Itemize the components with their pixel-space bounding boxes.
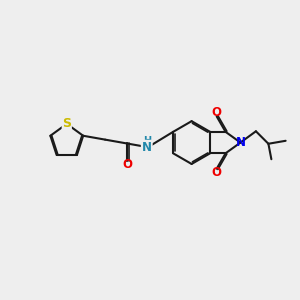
Text: S: S [62, 117, 71, 130]
Text: N: N [236, 136, 245, 149]
Text: O: O [211, 106, 221, 119]
Text: H: H [143, 136, 151, 146]
Text: O: O [122, 158, 132, 171]
Text: N: N [142, 141, 152, 154]
Text: O: O [211, 167, 221, 179]
